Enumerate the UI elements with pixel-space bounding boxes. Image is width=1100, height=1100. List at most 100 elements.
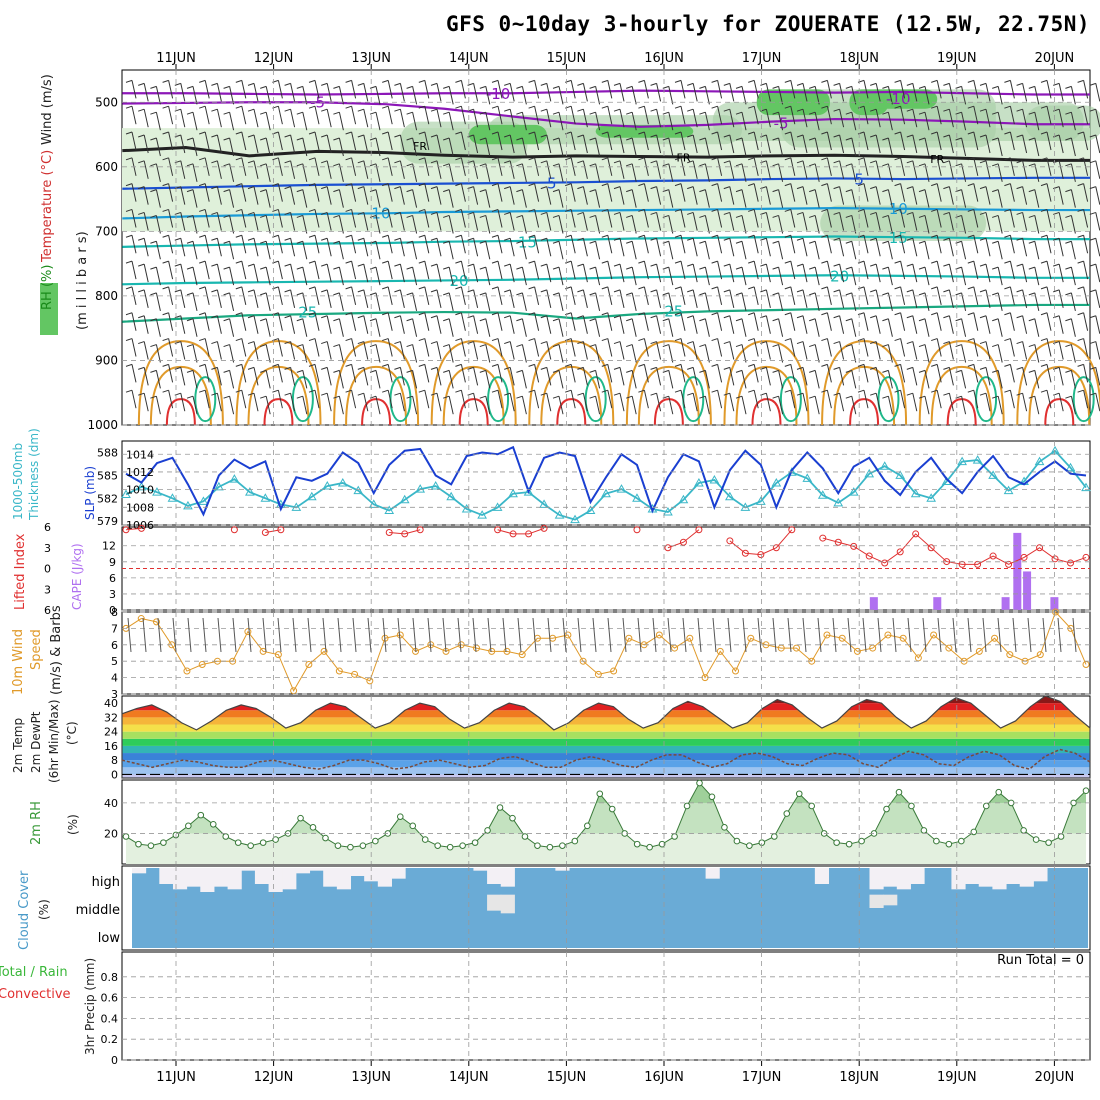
wind-barb — [131, 364, 137, 383]
wind-barb — [753, 183, 759, 202]
wind-barb — [399, 315, 405, 334]
wind-barb — [399, 263, 405, 283]
data-point — [658, 840, 666, 848]
wind-barb — [204, 183, 210, 202]
wind-barb — [216, 367, 222, 386]
wind-barb — [900, 157, 906, 176]
wind-barb — [961, 318, 967, 337]
wind-barb — [741, 189, 747, 208]
wind-barb — [473, 186, 479, 205]
data-point — [272, 836, 279, 843]
wind-barb — [155, 112, 161, 131]
wind-barb — [619, 263, 625, 283]
wind-barb — [302, 396, 308, 415]
wind-barb — [877, 617, 882, 653]
wind-barb — [155, 189, 161, 208]
cloud-level-label: low — [98, 931, 121, 946]
wind-barb — [997, 112, 1003, 131]
wind-barb — [1083, 390, 1089, 409]
wind-barb — [290, 341, 296, 360]
isotherm-label: 25 — [664, 302, 683, 320]
wind-barb — [607, 106, 613, 125]
wind-barb — [680, 235, 686, 254]
wind-barb — [1034, 241, 1040, 260]
wind-barb — [460, 80, 466, 99]
data-point — [991, 634, 999, 642]
wind-barb — [326, 315, 332, 334]
wind-barb — [826, 209, 832, 228]
wind-barb — [192, 318, 198, 337]
wind-barb — [375, 266, 381, 286]
wind-barb — [168, 364, 174, 383]
wind-barb — [912, 134, 918, 154]
wind-barb — [1046, 80, 1052, 99]
y-tick-label: 24 — [104, 726, 118, 739]
wind-barb — [485, 318, 491, 337]
data-point — [244, 628, 252, 636]
data-point — [353, 485, 364, 495]
data-point — [570, 514, 580, 524]
wind-barb — [326, 134, 332, 154]
isotherm-label: 20 — [449, 272, 468, 290]
wind-barb — [652, 617, 657, 653]
bl-contour — [735, 365, 798, 426]
wind-barb — [562, 617, 567, 653]
wind-barb — [948, 341, 954, 360]
wind-barb — [509, 263, 515, 283]
data-point — [802, 473, 813, 482]
wind-barb — [607, 209, 613, 228]
wind-barb — [631, 163, 637, 182]
wind-barb — [382, 617, 387, 653]
wind-barb — [887, 137, 893, 157]
date-label-bottom: 18JUN — [839, 1070, 879, 1085]
y-tick-label: 0.6 — [101, 992, 119, 1005]
wind-barb — [387, 183, 393, 202]
wind-barb — [302, 266, 308, 286]
wind-barb — [643, 131, 649, 151]
wind-barb — [765, 289, 771, 309]
isotherm--10 — [122, 89, 1090, 96]
wind-barb — [202, 617, 207, 653]
wind-barb — [704, 112, 710, 131]
data-point — [579, 657, 587, 665]
wind-barb — [936, 183, 942, 202]
wind-barb — [338, 112, 344, 131]
wind-barb — [997, 137, 1003, 157]
wind-barb — [204, 260, 210, 280]
label-rh2m-unit: (%) — [66, 814, 80, 835]
wind-barb — [757, 617, 762, 653]
wind-barb — [277, 286, 283, 306]
wind-barb — [704, 241, 710, 260]
wind-barb — [314, 364, 320, 383]
bl-contour — [625, 340, 712, 426]
wind-barb — [607, 260, 613, 280]
wind-barb — [1095, 83, 1100, 102]
wind-barb — [1058, 289, 1064, 309]
data-point — [488, 647, 496, 655]
data-point — [1050, 445, 1060, 455]
wind-barb — [216, 83, 222, 102]
wind-barb — [216, 160, 222, 179]
wind-barb — [241, 312, 247, 331]
wind-barb — [839, 341, 845, 360]
cape-bar — [1013, 532, 1022, 610]
wind-barb — [839, 315, 845, 334]
data-point — [409, 822, 417, 830]
wind-barb — [143, 315, 149, 334]
wind-barb — [595, 396, 601, 415]
label-xsec-rh: RH (%) — [40, 265, 55, 310]
wind-barb — [875, 263, 881, 283]
wind-barb — [424, 364, 430, 383]
y-tick-label: 16 — [104, 740, 118, 753]
wind-barb — [1095, 160, 1100, 179]
wind-barb — [460, 235, 466, 254]
wind-barb — [814, 344, 820, 363]
wind-barb — [363, 341, 369, 360]
wind-barb — [778, 266, 784, 286]
y2-tick-label: 6 — [109, 572, 116, 585]
wind-barb — [1022, 341, 1028, 360]
wind-barb — [485, 215, 491, 234]
wind-barb — [900, 260, 906, 280]
data-point — [434, 842, 441, 849]
wind-barb — [985, 315, 991, 334]
